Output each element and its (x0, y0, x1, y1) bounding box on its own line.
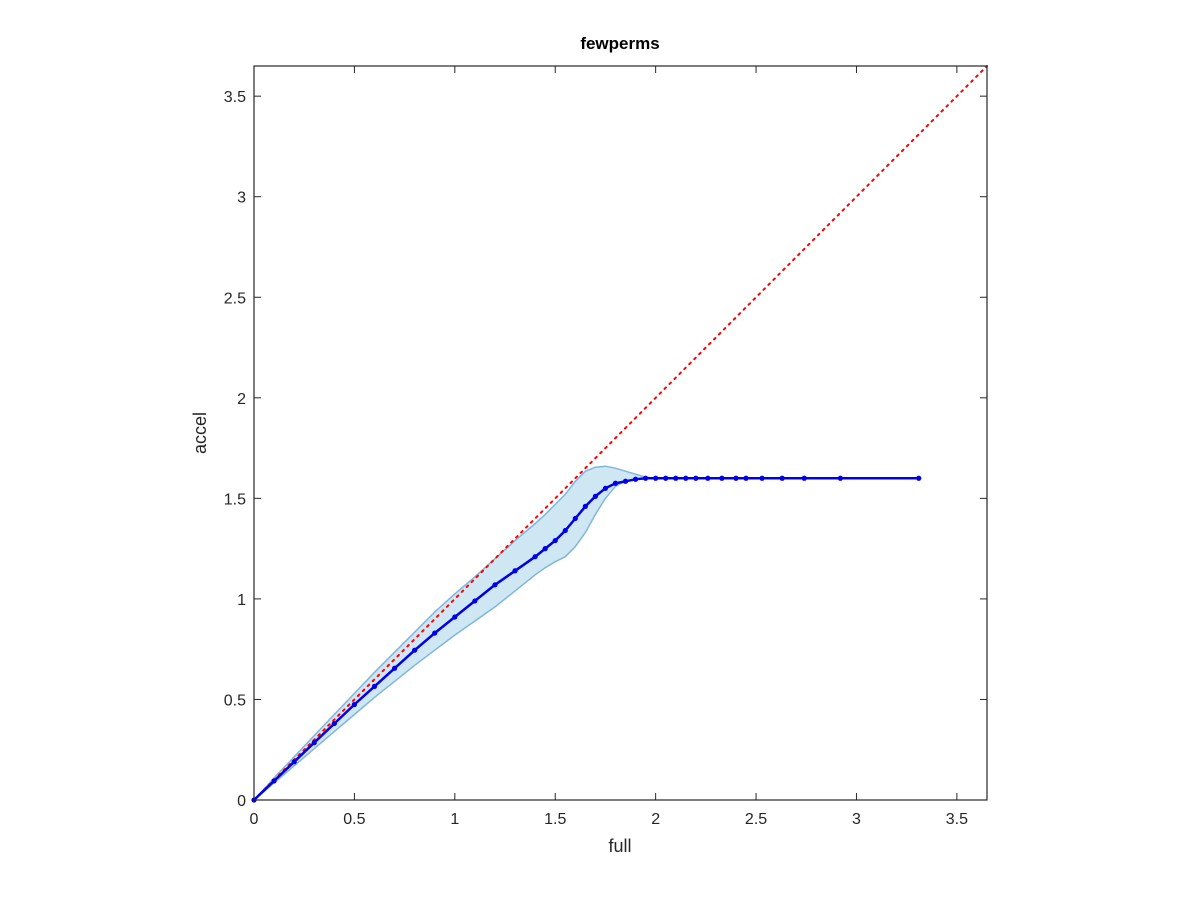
x-ticks: 0 0.5 1 1.5 2 2.5 3 3.5 (250, 66, 968, 828)
x-tick-label: 2.5 (745, 811, 767, 828)
data-point (291, 759, 297, 765)
data-point (331, 720, 337, 727)
data-point (592, 493, 598, 499)
data-point (779, 475, 785, 481)
y-ticks: 0 0.5 1 1.5 2 2.5 3 3.5 (224, 89, 987, 810)
plot-area (251, 65, 988, 803)
data-point (452, 614, 458, 620)
data-point (532, 554, 538, 560)
y-tick-label: 0.5 (224, 692, 246, 709)
data-point (743, 475, 749, 481)
x-axis-label: full (608, 836, 631, 856)
data-point (663, 475, 669, 481)
data-point (311, 740, 317, 746)
data-point (693, 475, 699, 481)
data-point (472, 598, 478, 604)
reference-line (253, 65, 988, 801)
x-tick-label: 2 (651, 811, 660, 828)
y-tick-label: 0 (237, 793, 246, 810)
x-tick-label: 3 (852, 811, 861, 828)
data-point (837, 475, 844, 481)
data-point (562, 527, 568, 534)
data-point (622, 478, 629, 484)
data-point (542, 546, 548, 552)
y-axis-label: accel (190, 412, 210, 454)
series-points (251, 475, 922, 803)
data-point (432, 630, 438, 636)
confidence-band (253, 465, 919, 801)
chart-title: fewperms (580, 34, 659, 53)
data-point (733, 475, 739, 481)
y-tick-label: 3.5 (224, 89, 246, 106)
y-tick-label: 2.5 (224, 290, 246, 307)
data-point (371, 683, 378, 689)
data-point (673, 475, 679, 481)
x-tick-label: 0.5 (343, 811, 365, 828)
y-tick-label: 1.5 (224, 491, 246, 508)
data-point (801, 475, 807, 481)
y-tick-label: 1 (237, 592, 246, 609)
axes-box (253, 65, 988, 801)
data-point (612, 480, 619, 486)
data-point (351, 701, 358, 708)
data-point (391, 665, 398, 671)
data-point (271, 778, 277, 784)
x-tick-label: 1 (450, 811, 459, 828)
x-tick-label: 1.5 (544, 811, 566, 828)
y-tick-label: 2 (237, 391, 246, 408)
x-tick-label: 0 (250, 811, 259, 828)
data-point (632, 476, 639, 482)
x-tick-label: 3.5 (946, 811, 968, 828)
data-point (705, 475, 711, 481)
data-point (653, 475, 659, 481)
data-point (719, 475, 725, 481)
data-point (552, 537, 558, 544)
data-point (512, 568, 518, 574)
data-point (602, 485, 609, 491)
data-point (412, 647, 418, 653)
data-point (492, 582, 498, 588)
data-point (916, 475, 922, 481)
data-point (643, 475, 649, 481)
series-line (253, 476, 919, 801)
data-point (759, 475, 765, 481)
data-point (582, 503, 588, 509)
data-point (572, 515, 578, 522)
data-point (683, 475, 689, 481)
y-tick-label: 3 (237, 190, 246, 207)
